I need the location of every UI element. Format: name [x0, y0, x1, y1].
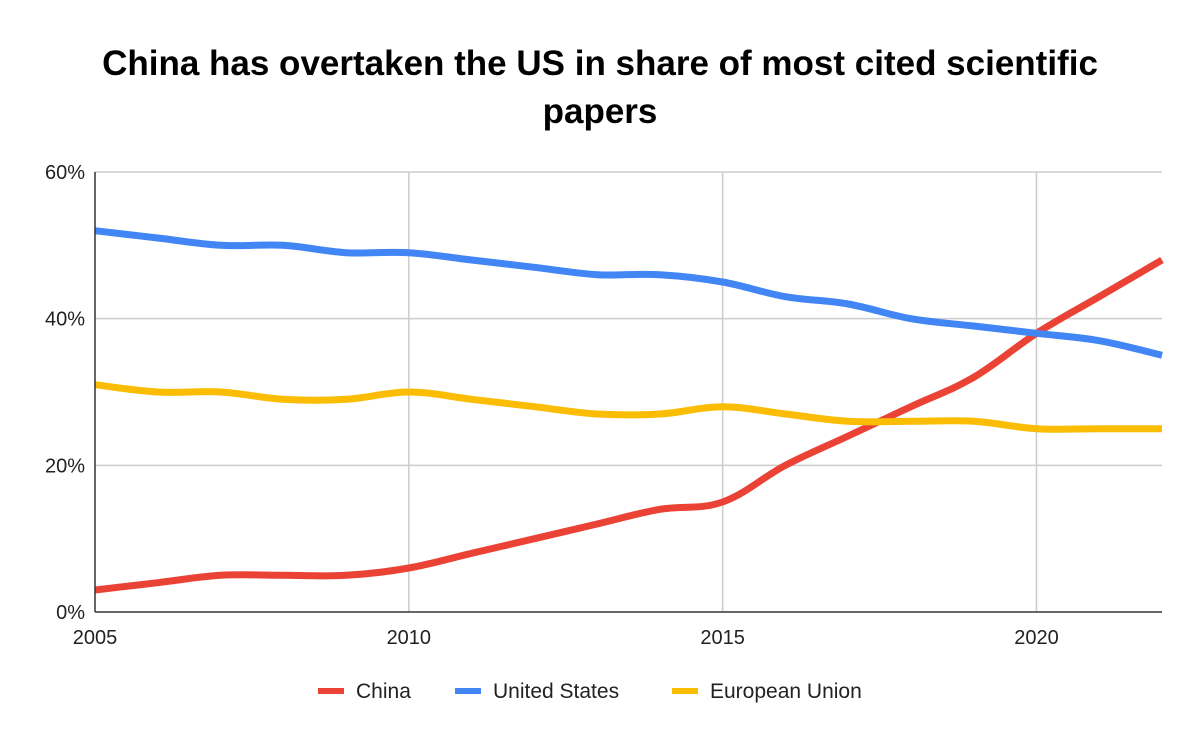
x-tick-label: 2020: [1014, 627, 1059, 649]
x-tick-label: 2015: [700, 627, 745, 649]
series-line-european-union: [94, 381, 1162, 433]
legend: China United States European Union: [318, 680, 862, 703]
grid-lines: [95, 171, 1162, 612]
legend-label-united-states: United States: [493, 680, 619, 703]
chart-title: China has overtaken the US in share of m…: [0, 40, 1200, 136]
y-tick-label: 40%: [45, 309, 85, 331]
x-tick-label: 2005: [73, 627, 118, 649]
legend-label-china: China: [356, 680, 411, 703]
y-tick-label: 20%: [45, 455, 85, 477]
y-tick-label: 60%: [45, 162, 85, 184]
axes: 0% 20% 40% 60% 2005 2010 2015 2020: [45, 162, 1162, 649]
series-line-china: [94, 256, 1164, 594]
x-tick-label: 2010: [387, 627, 432, 649]
series-lines: [94, 227, 1164, 594]
chart-title-line-1: China has overtaken the US in share of m…: [102, 44, 1098, 83]
legend-label-european-union: European Union: [710, 680, 862, 703]
y-tick-label: 0%: [56, 602, 85, 624]
chart-title-line-2: papers: [542, 92, 658, 131]
series-line-united-states: [94, 227, 1163, 359]
